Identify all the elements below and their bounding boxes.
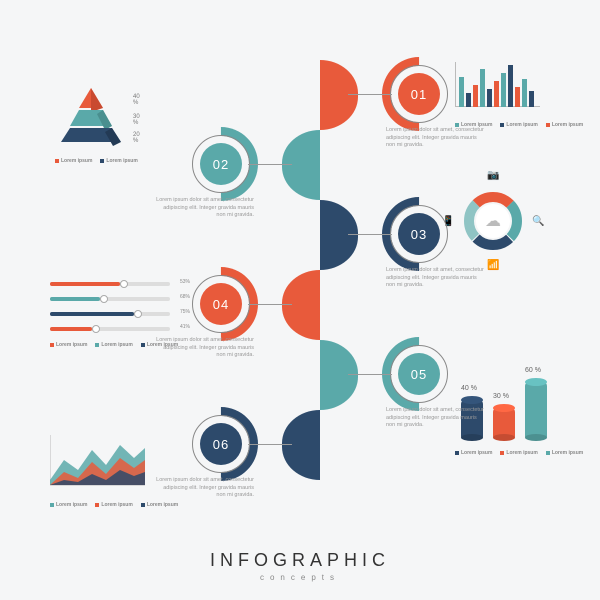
- slider-row-2: 75%: [50, 310, 170, 318]
- cloud-icon: ☁: [476, 204, 510, 238]
- spine-segment-2: [282, 130, 320, 200]
- connector-05: [348, 374, 392, 375]
- timeline-node-06: 06: [192, 415, 250, 473]
- slider-row-0: 53%: [50, 280, 170, 288]
- pyramid-label-3: 20 %: [133, 132, 140, 144]
- node-text-05: Lorem ipsum dolor sit amet, consectetur …: [386, 407, 486, 430]
- connector-01: [348, 94, 392, 95]
- minibar-3: [480, 69, 485, 107]
- slider-row-1: 68%: [50, 295, 170, 303]
- slider-row-3: 41%: [50, 325, 170, 333]
- cylinder-2: [525, 382, 547, 438]
- minibar-9: [522, 79, 527, 107]
- connector-03: [348, 234, 392, 235]
- node-text-03: Lorem ipsum dolor sit amet, consectetur …: [386, 267, 486, 290]
- timeline-node-05: 05: [390, 345, 448, 403]
- node-text-04: Lorem ipsum dolor sit amet, consectetur …: [154, 337, 254, 360]
- camera-icon: 📷: [487, 170, 499, 181]
- infographic-canvas: INFOGRAPHIC concepts 40 % 30 % 20 % Lore…: [0, 0, 600, 600]
- timeline-node-03: 03: [390, 205, 448, 263]
- spine-segment-5: [320, 340, 358, 410]
- circle-icon-chart: ☁: [460, 188, 526, 254]
- title-main: INFOGRAPHIC: [0, 550, 600, 571]
- mini-bar-chart: [455, 60, 540, 115]
- minibar-10: [529, 91, 534, 107]
- cylinder-pct-2: 60 %: [525, 367, 541, 374]
- spine-segment-6: [282, 410, 320, 480]
- pyramid-label-1: 40 %: [133, 94, 140, 106]
- minibar-6: [501, 73, 506, 107]
- minibar-2: [473, 85, 478, 107]
- slider-chart: 53% 68% 75% 41%: [50, 280, 170, 340]
- minibar-4: [487, 89, 492, 107]
- node-text-01: Lorem ipsum dolor sit amet, consectetur …: [386, 127, 486, 150]
- connector-06: [248, 444, 292, 445]
- area-chart: [50, 430, 150, 500]
- cylinder-chart: 40 % 30 % 60 %: [455, 355, 555, 450]
- spine-segment-4: [282, 270, 320, 340]
- minibar-7: [508, 65, 513, 107]
- cylinder-legend: Lorem ipsum Lorem ipsum Lorem ipsum: [455, 450, 583, 456]
- title-block: INFOGRAPHIC concepts: [0, 550, 600, 582]
- cylinder-pct-0: 40 %: [461, 385, 477, 392]
- spine-segment-3: [320, 200, 358, 270]
- cylinder-1: [493, 408, 515, 438]
- minibar-8: [515, 87, 520, 107]
- connector-02: [248, 164, 292, 165]
- wifi-icon: 📶: [487, 260, 499, 271]
- timeline-node-02: 02: [192, 135, 250, 193]
- pyramid-legend: Lorem ipsum Lorem ipsum: [55, 158, 138, 164]
- minibar-1: [466, 93, 471, 107]
- node-text-02: Lorem ipsum dolor sit amet, consectetur …: [154, 197, 254, 220]
- pyramid-svg: [55, 88, 127, 144]
- search-icon: 🔍: [532, 216, 544, 227]
- area-legend: Lorem ipsum Lorem ipsum Lorem ipsum: [50, 502, 178, 508]
- connector-04: [248, 304, 292, 305]
- timeline-node-04: 04: [192, 275, 250, 333]
- timeline-node-01: 01: [390, 65, 448, 123]
- spine-segment-1: [320, 60, 358, 130]
- node-text-06: Lorem ipsum dolor sit amet, consectetur …: [154, 477, 254, 500]
- minibar-0: [459, 77, 464, 107]
- pyramid-chart: 40 % 30 % 20 %: [55, 88, 127, 148]
- minibar-5: [494, 81, 499, 107]
- cylinder-pct-1: 30 %: [493, 393, 509, 400]
- pyramid-label-2: 30 %: [133, 114, 140, 126]
- title-sub: concepts: [0, 573, 600, 582]
